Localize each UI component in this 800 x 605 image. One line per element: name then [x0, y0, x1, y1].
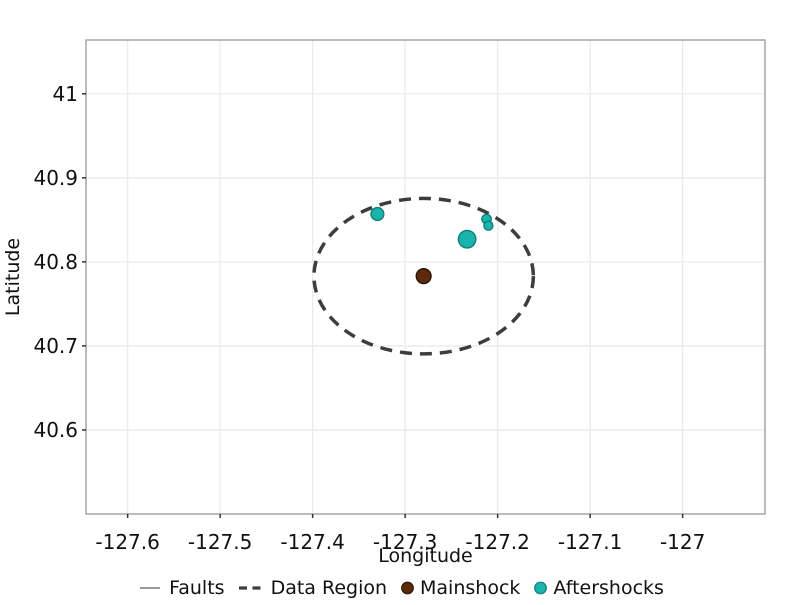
- legend-item-data-region: Data Region: [238, 577, 387, 599]
- y-tick-label: 40.6: [33, 418, 78, 442]
- x-tick-label: -127.4: [280, 530, 344, 554]
- panel-border: [85, 39, 766, 515]
- legend-item-aftershocks: Aftershocks: [533, 577, 664, 599]
- x-tick-label: -127.5: [188, 530, 252, 554]
- legend-label: Faults: [169, 577, 225, 599]
- data-region-ellipse: [312, 196, 536, 356]
- legend-label: Aftershocks: [553, 577, 664, 599]
- y-tick-label: 41: [53, 82, 78, 106]
- legend-point-swatch: [401, 581, 414, 595]
- aftershocks-point: [483, 220, 494, 231]
- x-axis-title: Longitude: [378, 545, 473, 567]
- x-tick-label: -127.2: [465, 530, 529, 554]
- aftershocks-point: [370, 206, 385, 222]
- x-tick-label: -127.1: [558, 530, 622, 554]
- y-axis-title: Latitude: [2, 238, 24, 316]
- legend-line-swatch: [238, 586, 265, 590]
- y-tick-label: 40.8: [33, 250, 78, 274]
- aftershocks-point: [457, 229, 477, 249]
- legend-item-faults: Faults: [136, 577, 225, 599]
- legend-item-mainshock: Mainshock: [400, 577, 520, 599]
- x-tick-label: -127.6: [95, 530, 159, 554]
- legend-line-swatch: [140, 587, 161, 589]
- mainshock-point: [415, 268, 432, 285]
- legend-label: Mainshock: [420, 577, 521, 599]
- y-tick-label: 40.7: [33, 334, 78, 358]
- x-tick-label: -127.3: [373, 530, 437, 554]
- y-tick-label: 40.9: [33, 166, 78, 190]
- plot-area: -127.6 -127.5 -127.4 -127.3 -127.2 -127.1 -127…: [2, 39, 766, 567]
- legend-label: Data Region: [270, 577, 388, 599]
- x-tick-label: -127: [660, 530, 705, 554]
- legend-point-swatch: [534, 581, 548, 595]
- legend: Faults Data Region Mainshock Aftershocks: [0, 577, 800, 599]
